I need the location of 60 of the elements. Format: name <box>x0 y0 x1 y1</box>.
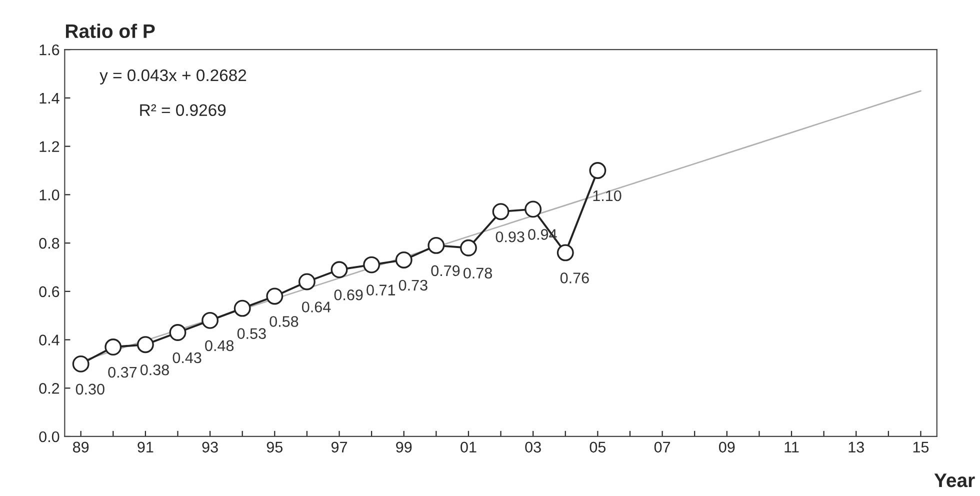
data-label: 0.53 <box>237 328 266 339</box>
data-label: 0.58 <box>270 316 298 327</box>
y-tick-label: 0.4 <box>39 334 60 346</box>
point <box>234 300 251 317</box>
point <box>492 203 510 220</box>
x-tick-label: 07 <box>654 442 670 453</box>
annotation: y = 0.043x + 0.2682 <box>100 69 246 84</box>
point <box>556 244 574 262</box>
x-tick-label: 95 <box>266 442 283 453</box>
data-label: 1.10 <box>593 190 622 202</box>
y-tick-label: 0.6 <box>39 286 60 298</box>
x-tick-label: 91 <box>138 442 154 453</box>
annotation: R² = 0.9269 <box>140 104 226 116</box>
x-axis-title: Year <box>934 474 975 488</box>
point <box>330 261 348 278</box>
data-label: 0.78 <box>464 268 492 279</box>
point <box>72 355 90 372</box>
data-label: 0.71 <box>366 284 395 296</box>
y-tick-label: 0.8 <box>39 238 60 249</box>
point <box>428 236 445 254</box>
point <box>395 251 412 268</box>
data-label: 0.48 <box>205 340 234 352</box>
x-tick-label: 13 <box>848 442 864 453</box>
y-axis-title: Ratio of P <box>66 24 155 38</box>
y-tick-label: 0.0 <box>39 431 60 442</box>
data-label: 0.93 <box>496 231 524 242</box>
x-tick-label: 09 <box>719 442 735 453</box>
x-tick-label: 01 <box>460 442 476 453</box>
y-tick-label: 1.4 <box>40 92 60 104</box>
y-tick-label: 1.2 <box>40 141 60 152</box>
point <box>266 288 284 305</box>
x-tick-label: 15 <box>913 442 929 453</box>
y-tick-label: 0.2 <box>39 382 60 394</box>
x-tick-label: 03 <box>525 442 541 453</box>
x-tick-label: 93 <box>202 442 218 453</box>
data-label: 0.69 <box>334 289 363 300</box>
x-tick-label: 89 <box>73 442 89 453</box>
y-tick-label: 1.6 <box>40 44 60 56</box>
data-label: 0.30 <box>76 384 104 395</box>
x-tick-label: 99 <box>396 442 412 453</box>
data-label: 0.76 <box>560 272 589 284</box>
data-label: 0.73 <box>398 280 428 291</box>
point <box>136 336 154 354</box>
data-label: 0.43 <box>172 352 202 364</box>
point <box>104 338 122 356</box>
point <box>363 256 380 274</box>
x-tick-label: 97 <box>331 442 347 453</box>
point <box>589 162 606 179</box>
data-label: 0.38 <box>140 364 169 376</box>
point <box>202 312 219 329</box>
point <box>524 200 542 218</box>
x-tick-label: 11 <box>784 442 799 452</box>
data-label: 0.79 <box>431 265 460 276</box>
data-label: 0.37 <box>108 366 137 378</box>
data-label: 0.64 <box>302 302 331 312</box>
y-tick-label: 1.0 <box>40 190 60 200</box>
x-tick-label: 05 <box>590 442 606 453</box>
point <box>298 273 316 290</box>
point <box>460 239 477 256</box>
point <box>169 324 186 341</box>
